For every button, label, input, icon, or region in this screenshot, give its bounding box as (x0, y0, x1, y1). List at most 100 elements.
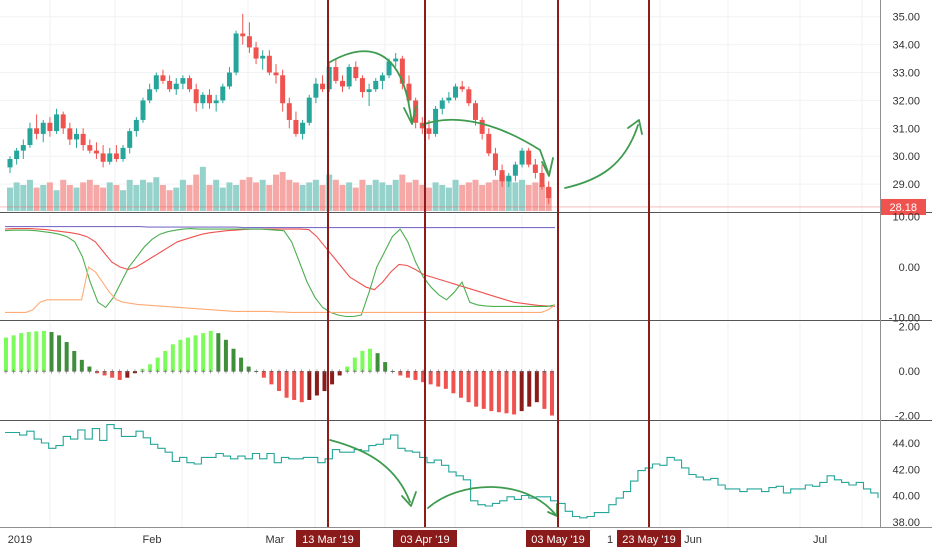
zero-cross-marker: + (489, 367, 494, 376)
histogram-bar (542, 371, 547, 409)
candle-body (426, 128, 432, 134)
histogram-bar (360, 350, 365, 371)
candle-body (393, 58, 399, 62)
date-marker-label: 13 Mar '19 (302, 534, 354, 546)
candle-body (333, 66, 339, 81)
zero-cross-marker: + (428, 367, 433, 376)
candle-body (406, 83, 412, 101)
zero-cross-marker: + (34, 367, 39, 376)
zero-cross-marker: + (474, 367, 479, 376)
volume-bar (226, 182, 233, 211)
volume-bar (346, 182, 353, 211)
candle-body (506, 175, 512, 182)
volume-bar (519, 179, 526, 211)
month-tick-label: Jun (684, 534, 702, 546)
candle-body (260, 55, 266, 59)
trend-arrow-curve (421, 118, 549, 173)
zero-cross-marker: + (254, 367, 259, 376)
volume-bar (26, 179, 33, 211)
price-axis-label: 29.00 (892, 179, 920, 191)
volume-bar (406, 182, 412, 211)
volume-bar (86, 179, 93, 211)
histogram-bar (19, 333, 24, 371)
zero-cross-marker: + (57, 367, 62, 376)
histogram-bar (428, 371, 433, 385)
histogram-bar (284, 371, 289, 398)
zero-cross-marker: + (360, 367, 365, 376)
zero-cross-marker: + (216, 367, 221, 376)
histogram-bar (345, 366, 350, 371)
volume-bar (372, 179, 379, 211)
candle-body (27, 128, 33, 146)
histogram-bar (504, 371, 509, 414)
histogram-bar (337, 371, 342, 376)
histogram-bar (292, 371, 297, 400)
last-price-label: 28.18 (889, 202, 917, 214)
zero-cross-marker: + (95, 367, 100, 376)
candle-body (253, 47, 259, 59)
histogram-bar (527, 371, 532, 407)
histogram-bar (254, 371, 259, 372)
volume-bar (159, 185, 166, 211)
price-axis-label: 30.00 (892, 151, 920, 163)
zero-cross-marker: + (542, 367, 547, 376)
candle-body (306, 97, 312, 123)
volume-bar (452, 179, 459, 211)
candle-body (240, 33, 246, 37)
volume-bar (106, 182, 113, 211)
candle-body (539, 172, 545, 187)
volume-bar (193, 174, 200, 211)
zero-cross-marker: + (87, 367, 92, 376)
histogram-bar (148, 364, 153, 371)
zero-cross-marker: + (292, 367, 297, 376)
candle-body (93, 150, 99, 154)
date-marker-tag (617, 530, 681, 547)
volume-bar (219, 187, 226, 211)
candle-body (439, 100, 445, 109)
zero-cross-marker: + (383, 367, 388, 376)
histogram-bar (4, 337, 8, 371)
volume-bar (312, 179, 319, 211)
zero-cross-marker: + (375, 367, 380, 376)
zero-cross-marker: + (178, 367, 183, 376)
candle-body (479, 119, 485, 134)
histogram-bar (314, 371, 319, 396)
histogram-bar (216, 333, 221, 371)
candle-body (67, 128, 73, 140)
trend-arrow-curve (329, 439, 411, 503)
candle-body (180, 78, 186, 84)
candle-body (446, 97, 452, 101)
zero-cross-marker: + (4, 367, 9, 376)
histogram-bar (102, 371, 107, 376)
volume-bar (299, 185, 306, 211)
candle-body (359, 78, 365, 93)
zero-cross-marker: + (231, 367, 236, 376)
grid-lines (0, 0, 932, 528)
histogram-bar (436, 371, 441, 387)
oscillator-line (4, 228, 556, 318)
volume-bar (146, 182, 153, 211)
zero-cross-marker: + (550, 367, 555, 376)
candle-body (200, 94, 206, 104)
step-axis-label: 42.00 (892, 464, 920, 476)
zero-cross-marker: + (352, 367, 357, 376)
candle-body (273, 72, 279, 76)
histogram-bar (421, 371, 426, 383)
trend-arrow-head (627, 119, 643, 135)
volume-bar (133, 185, 140, 211)
candlestick-series (0, 13, 880, 208)
volume-bar (73, 187, 80, 211)
zero-cross-marker: + (79, 367, 84, 376)
volume-bar (93, 185, 100, 211)
volume-bar (186, 185, 193, 211)
step-axis-label: 40.00 (892, 491, 920, 503)
volume-bars (7, 166, 552, 211)
histogram-bar (519, 371, 524, 412)
histogram-bar (163, 350, 168, 371)
trend-arrow-head (541, 157, 554, 177)
oscillator-series (4, 226, 556, 318)
histogram-axis-label: 2.00 (899, 321, 920, 333)
date-marker-label: 23 May '19 (622, 534, 675, 546)
